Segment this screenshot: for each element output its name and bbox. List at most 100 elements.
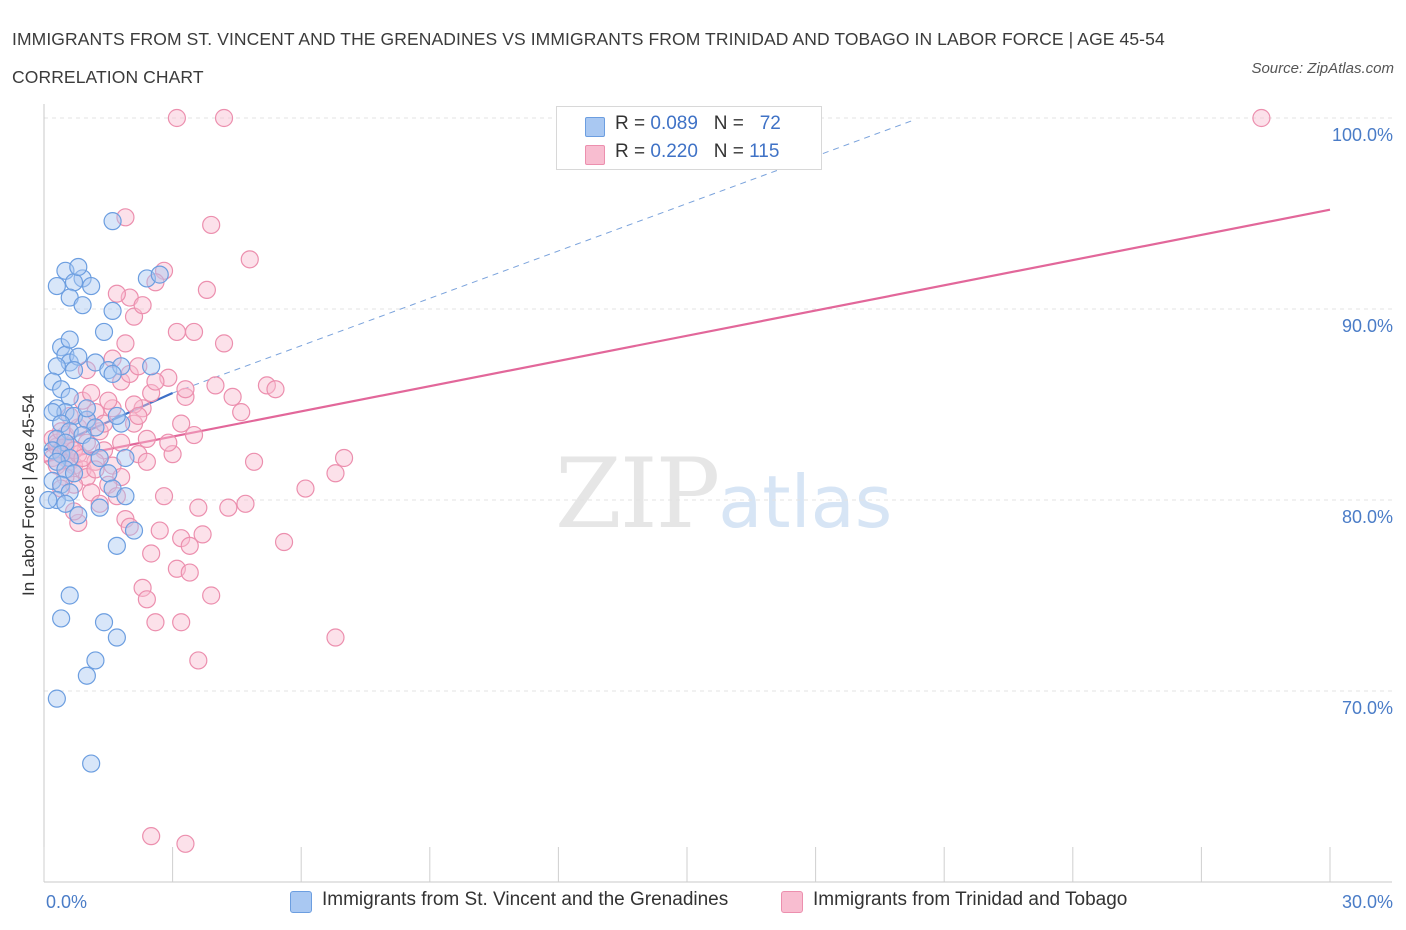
axes: [43, 104, 1392, 883]
point-st-vincent: [116, 487, 135, 506]
point-st-vincent: [107, 536, 126, 555]
r-value: 0.220: [650, 141, 698, 162]
point-st-vincent: [43, 471, 62, 490]
point-st-vincent: [150, 265, 169, 284]
point-st-vincent: [103, 364, 122, 384]
point-st-vincent: [47, 276, 66, 296]
y-tick-label: 90.0%: [1342, 316, 1393, 336]
point-st-vincent: [90, 448, 109, 468]
point-trinidad: [326, 464, 345, 483]
point-trinidad: [137, 429, 156, 448]
point-trinidad: [129, 406, 148, 426]
point-trinidad: [142, 827, 161, 846]
point-st-vincent: [60, 330, 79, 349]
point-st-vincent: [47, 689, 66, 708]
tick-labels: 100.0% 90.0% 80.0% 70.0% 0.0% 30.0%: [46, 125, 1393, 912]
legend-swatch-pink: [585, 145, 605, 165]
legend-swatch-blue: [585, 117, 605, 137]
point-trinidad: [206, 376, 225, 395]
n-value: 72: [759, 113, 781, 134]
point-st-vincent: [56, 494, 75, 513]
point-trinidad: [1252, 108, 1271, 128]
point-st-vincent: [47, 357, 66, 376]
r-label: R =: [615, 141, 651, 162]
point-st-vincent: [69, 257, 88, 277]
y-tick-label: 70.0%: [1342, 698, 1393, 718]
point-st-vincent: [43, 441, 62, 460]
point-st-vincent: [94, 322, 114, 342]
point-st-vincent: [64, 273, 84, 292]
point-trinidad: [82, 383, 101, 403]
point-trinidad: [99, 391, 118, 410]
point-trinidad: [296, 479, 315, 498]
x-tick-label: 30.0%: [1342, 892, 1393, 912]
point-st-vincent: [64, 361, 84, 380]
point-st-vincent: [77, 666, 96, 685]
point-st-vincent: [77, 399, 96, 418]
legend-swatch-blue: [290, 891, 312, 913]
legend-swatch-pink: [781, 891, 803, 913]
point-st-vincent: [39, 490, 58, 510]
watermark-zip: ZIP: [555, 438, 720, 550]
n-label: N =: [713, 141, 750, 162]
point-st-vincent: [73, 296, 92, 315]
point-trinidad: [236, 494, 255, 513]
point-st-vincent: [103, 212, 122, 231]
point-trinidad: [133, 296, 152, 315]
point-trinidad: [202, 215, 221, 235]
point-trinidad: [146, 613, 165, 632]
point-st-vincent: [107, 628, 126, 647]
legend-label: Immigrants from St. Vincent and the Gren…: [322, 889, 729, 910]
point-trinidad: [167, 108, 186, 128]
point-trinidad: [137, 590, 156, 609]
point-st-vincent: [142, 357, 161, 376]
point-st-vincent: [124, 521, 144, 540]
grid-lines: [44, 117, 1392, 692]
r-value: 0.089: [650, 113, 698, 134]
point-trinidad: [142, 544, 161, 563]
point-st-vincent: [82, 754, 101, 773]
point-st-vincent: [99, 464, 118, 483]
trend-line: [43, 208, 1331, 463]
point-trinidad: [107, 284, 126, 303]
point-trinidad: [202, 586, 221, 605]
point-st-vincent: [86, 651, 105, 670]
point-trinidad: [214, 334, 234, 353]
point-trinidad: [232, 403, 251, 422]
point-trinidad: [137, 452, 156, 471]
data-points: [39, 108, 1271, 853]
point-trinidad: [124, 395, 144, 414]
point-st-vincent: [56, 403, 75, 422]
point-st-vincent: [103, 301, 122, 321]
point-trinidad: [189, 651, 208, 670]
point-trinidad: [214, 108, 234, 128]
point-trinidad: [219, 498, 238, 517]
point-trinidad: [244, 452, 264, 471]
point-st-vincent: [69, 506, 88, 525]
point-trinidad: [133, 578, 152, 597]
point-trinidad: [116, 334, 135, 353]
legend-label: Immigrants from Trinidad and Tobago: [813, 889, 1128, 910]
point-trinidad: [334, 448, 354, 468]
point-st-vincent: [116, 448, 135, 468]
point-trinidad: [154, 487, 174, 506]
point-st-vincent: [69, 347, 88, 366]
point-trinidad: [69, 513, 88, 533]
point-trinidad: [189, 498, 208, 517]
point-trinidad: [197, 280, 216, 299]
series-legend: Immigrants from St. Vincent and the Gren…: [0, 888, 1406, 916]
point-st-vincent: [60, 586, 79, 605]
point-st-vincent: [64, 464, 84, 483]
point-trinidad: [266, 380, 285, 399]
point-trinidad: [150, 521, 169, 540]
point-trinidad: [223, 387, 242, 406]
point-trinidad: [193, 525, 212, 544]
point-trinidad: [274, 532, 294, 552]
point-trinidad: [240, 250, 259, 269]
x-tick-label: 0.0%: [46, 892, 87, 912]
point-trinidad: [326, 628, 345, 647]
n-label: N =: [713, 113, 750, 134]
point-trinidad: [146, 372, 165, 391]
y-axis-label: In Labor Force | Age 45-54: [19, 394, 38, 596]
